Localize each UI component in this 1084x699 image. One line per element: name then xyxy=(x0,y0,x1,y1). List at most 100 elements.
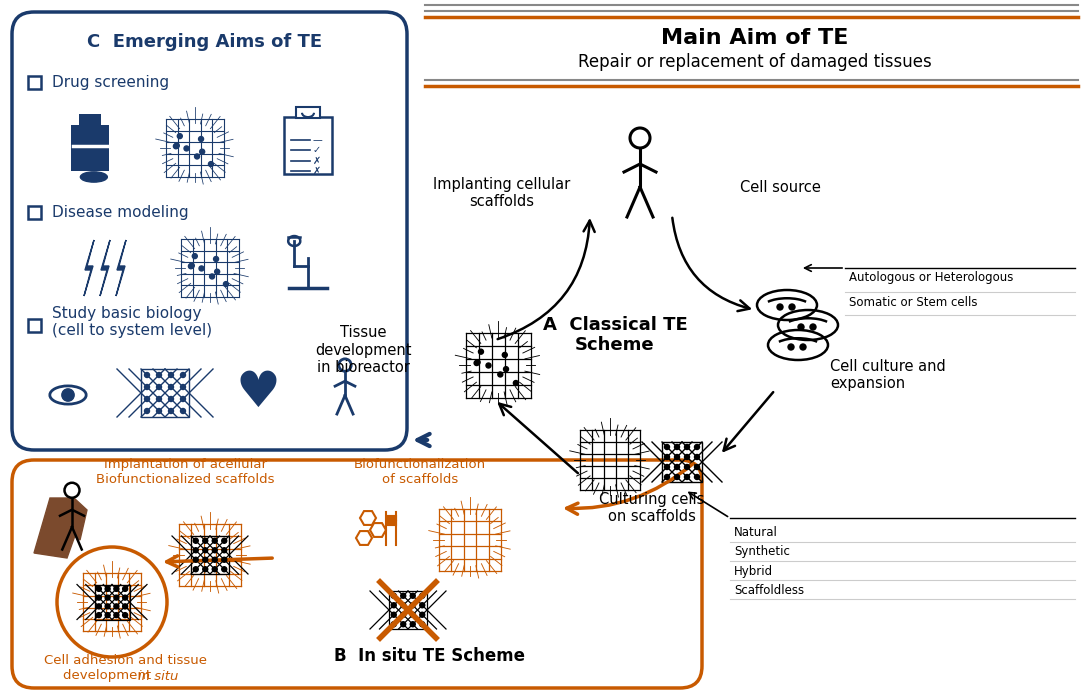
Circle shape xyxy=(181,396,185,401)
Text: ✗: ✗ xyxy=(313,156,321,166)
Circle shape xyxy=(193,557,198,562)
Circle shape xyxy=(789,304,795,310)
Circle shape xyxy=(486,363,491,368)
Circle shape xyxy=(674,445,680,449)
Circle shape xyxy=(156,373,162,377)
Circle shape xyxy=(122,586,128,591)
Circle shape xyxy=(105,595,111,600)
Text: Hybrid: Hybrid xyxy=(734,565,773,577)
Circle shape xyxy=(96,612,102,618)
Circle shape xyxy=(208,161,214,166)
Circle shape xyxy=(114,604,119,609)
Circle shape xyxy=(184,146,189,151)
Circle shape xyxy=(168,408,173,414)
Circle shape xyxy=(181,373,185,377)
Bar xyxy=(70,124,109,171)
Circle shape xyxy=(203,538,208,543)
FancyBboxPatch shape xyxy=(12,460,702,688)
Circle shape xyxy=(144,384,150,389)
Circle shape xyxy=(156,408,162,414)
Circle shape xyxy=(401,612,405,617)
Circle shape xyxy=(674,475,680,480)
Circle shape xyxy=(168,384,173,389)
Circle shape xyxy=(684,475,689,480)
Circle shape xyxy=(475,360,480,365)
Circle shape xyxy=(209,274,215,279)
FancyArrowPatch shape xyxy=(498,221,595,339)
Bar xyxy=(28,206,41,219)
Text: ✗: ✗ xyxy=(313,166,321,176)
Circle shape xyxy=(391,612,397,617)
Circle shape xyxy=(114,595,119,600)
Bar xyxy=(28,75,41,89)
Circle shape xyxy=(474,361,479,366)
Circle shape xyxy=(684,445,689,449)
Bar xyxy=(94,584,129,619)
FancyArrowPatch shape xyxy=(567,464,693,514)
Circle shape xyxy=(695,445,699,449)
Circle shape xyxy=(194,154,199,159)
Circle shape xyxy=(222,557,227,562)
Circle shape xyxy=(410,593,415,598)
Circle shape xyxy=(193,548,198,553)
Circle shape xyxy=(684,454,689,459)
Circle shape xyxy=(212,557,217,562)
Circle shape xyxy=(504,367,508,372)
Polygon shape xyxy=(34,498,77,558)
Circle shape xyxy=(96,595,102,600)
Circle shape xyxy=(777,304,783,310)
Circle shape xyxy=(156,396,162,401)
Text: Implantation of acellular
Biofunctionalized scaffolds: Implantation of acellular Biofunctionali… xyxy=(95,458,274,486)
FancyBboxPatch shape xyxy=(12,12,406,450)
Bar xyxy=(79,115,101,124)
FancyArrowPatch shape xyxy=(672,218,750,311)
Text: Repair or replacement of damaged tissues: Repair or replacement of damaged tissues xyxy=(578,53,932,71)
Text: ✓: ✓ xyxy=(313,145,321,155)
Circle shape xyxy=(401,603,405,607)
Circle shape xyxy=(203,548,208,553)
Text: B  In situ TE Scheme: B In situ TE Scheme xyxy=(335,647,526,665)
Circle shape xyxy=(674,465,680,470)
Circle shape xyxy=(223,282,229,287)
Text: C  Emerging Aims of TE: C Emerging Aims of TE xyxy=(88,33,323,51)
Circle shape xyxy=(178,134,182,138)
Text: Culturing cells
on scaffolds: Culturing cells on scaffolds xyxy=(599,492,705,524)
Polygon shape xyxy=(67,498,87,540)
Circle shape xyxy=(168,396,173,401)
Text: Autologous or Heterologous: Autologous or Heterologous xyxy=(849,271,1014,284)
Bar xyxy=(389,591,427,629)
Bar xyxy=(191,536,229,574)
Text: Somatic or Stem cells: Somatic or Stem cells xyxy=(849,296,978,308)
Circle shape xyxy=(173,144,179,149)
Circle shape xyxy=(181,384,185,389)
Circle shape xyxy=(114,586,119,591)
Circle shape xyxy=(215,269,220,274)
FancyArrowPatch shape xyxy=(724,392,773,451)
Circle shape xyxy=(203,567,208,572)
Circle shape xyxy=(214,257,219,261)
Circle shape xyxy=(420,593,425,598)
Circle shape xyxy=(391,621,397,627)
Circle shape xyxy=(175,143,179,148)
Circle shape xyxy=(198,136,204,141)
Ellipse shape xyxy=(80,172,107,182)
Circle shape xyxy=(664,465,670,470)
Bar xyxy=(141,369,189,417)
Circle shape xyxy=(212,538,217,543)
Circle shape xyxy=(514,380,518,386)
Circle shape xyxy=(800,344,806,350)
Circle shape xyxy=(401,621,405,627)
Text: development: development xyxy=(63,670,155,682)
Circle shape xyxy=(189,264,193,268)
Text: A  Classical TE
Scheme: A Classical TE Scheme xyxy=(543,316,687,354)
Circle shape xyxy=(114,612,119,618)
Circle shape xyxy=(144,373,150,377)
Circle shape xyxy=(193,538,198,543)
Circle shape xyxy=(96,604,102,609)
Text: in situ: in situ xyxy=(138,670,178,682)
Circle shape xyxy=(105,604,111,609)
Circle shape xyxy=(401,593,405,598)
Circle shape xyxy=(122,604,128,609)
Circle shape xyxy=(420,603,425,607)
Circle shape xyxy=(193,567,198,572)
